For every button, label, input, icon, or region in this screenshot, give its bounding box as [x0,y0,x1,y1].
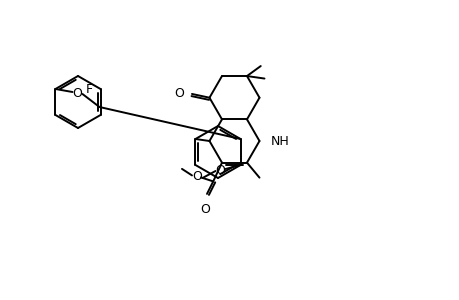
Text: O: O [215,164,225,176]
Text: O: O [191,170,202,183]
Text: O: O [200,203,209,216]
Text: O: O [73,86,82,100]
Text: O: O [174,87,184,101]
Text: NH: NH [270,134,289,148]
Text: F: F [85,82,92,95]
